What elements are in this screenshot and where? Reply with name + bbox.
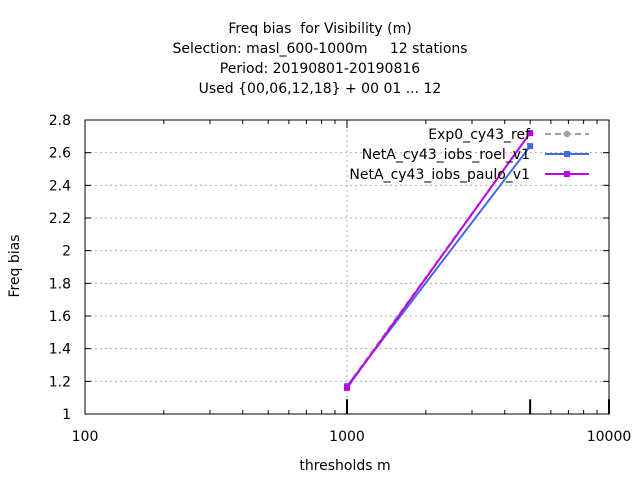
chart-title-line-1: Freq bias for Visibility (m) xyxy=(228,21,412,37)
x-tick-label: 1000 xyxy=(329,429,365,445)
y-tick-label: 1.8 xyxy=(49,276,71,292)
y-tick-label: 2.2 xyxy=(49,211,71,227)
legend-label-1: Exp0_cy43_ref xyxy=(428,127,531,143)
legend-marker-2 xyxy=(564,151,570,157)
legend-label-3: NetA_cy43_iobs_paulo_v1 xyxy=(349,167,530,183)
x-axis-label: thresholds m xyxy=(299,458,391,474)
chart-title-line-4: Used {00,06,12,18} + 00 01 ... 12 xyxy=(198,81,442,97)
legend-marker-1 xyxy=(563,130,571,138)
y-tick-label: 2.6 xyxy=(49,146,71,162)
series-point-3 xyxy=(344,384,350,391)
legend-label-2: NetA_cy43_iobs_roel_v1 xyxy=(362,147,530,163)
y-tick-label: 1 xyxy=(62,407,71,423)
chart-title-line-3: Period: 20190801-20190816 xyxy=(219,61,421,77)
chart-title-line-2: Selection: masl_600-1000m 12 stations xyxy=(172,41,468,57)
y-tick-label: 2.8 xyxy=(49,113,71,129)
series-line-3 xyxy=(346,132,531,389)
legend-marker-3 xyxy=(564,171,570,177)
y-tick-label: 1.2 xyxy=(49,374,71,390)
series-point-2 xyxy=(527,143,534,150)
series-point-3 xyxy=(527,130,534,137)
y-tick-label: 2 xyxy=(62,244,71,260)
x-tick-label: 100 xyxy=(72,429,99,445)
y-tick-label: 1.4 xyxy=(49,342,71,358)
y-tick-label: 1.6 xyxy=(49,309,71,325)
y-tick-label: 2.4 xyxy=(49,178,71,194)
x-tick-label: 10000 xyxy=(587,429,632,445)
